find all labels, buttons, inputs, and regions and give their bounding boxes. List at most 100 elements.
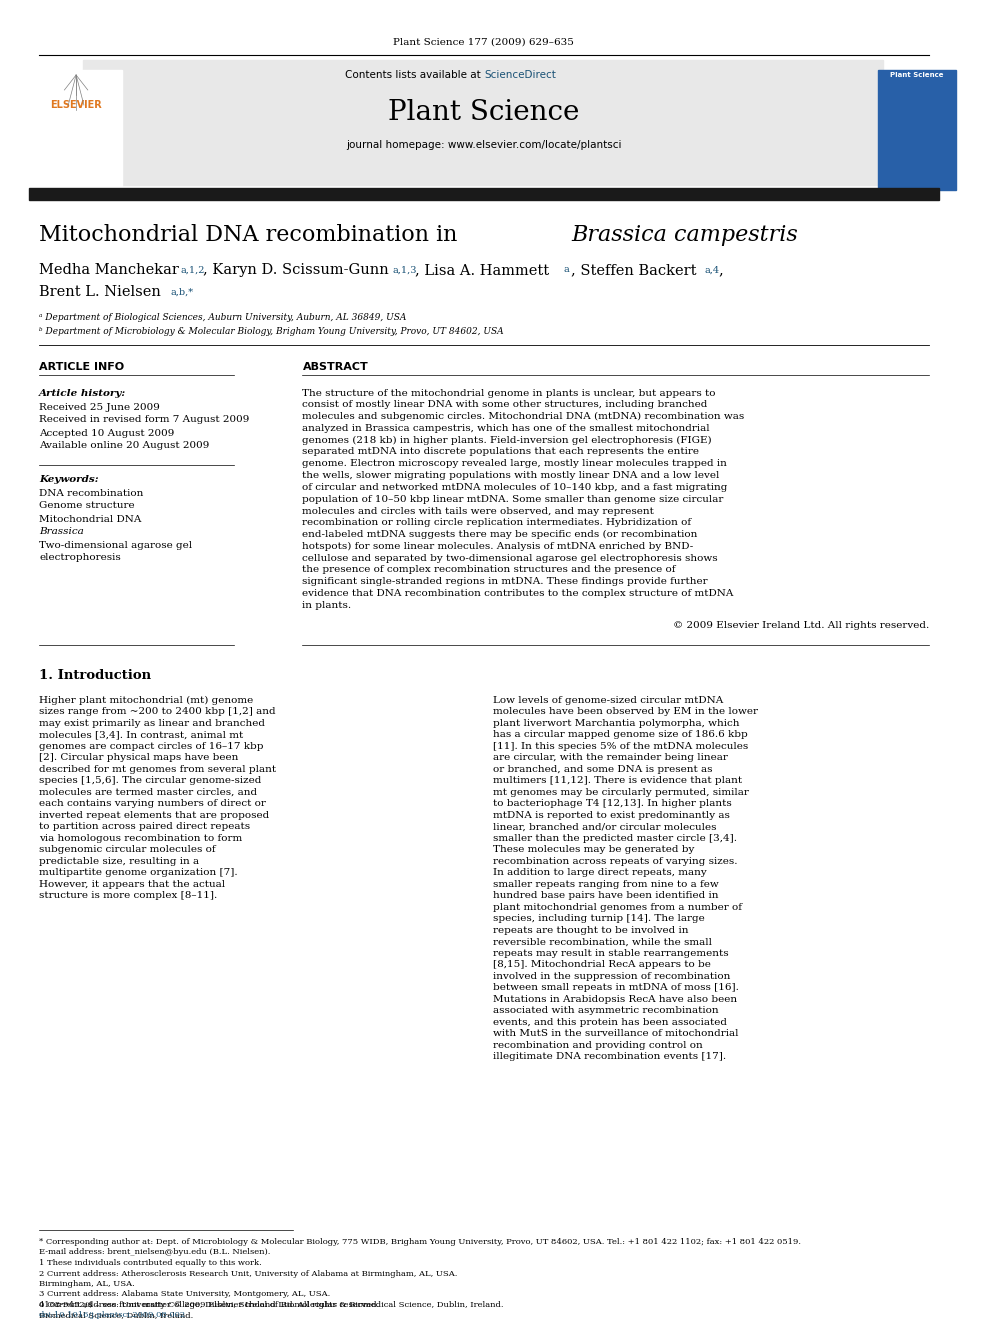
Text: Medha Manchekar: Medha Manchekar: [39, 263, 179, 277]
Text: a,1,2: a,1,2: [181, 266, 205, 274]
Text: Birmingham, AL, USA.: Birmingham, AL, USA.: [39, 1279, 135, 1289]
Text: has a circular mapped genome size of 186.6 kbp: has a circular mapped genome size of 186…: [493, 730, 747, 740]
Text: recombination across repeats of varying sizes.: recombination across repeats of varying …: [493, 857, 737, 865]
Text: a,b,*: a,b,*: [171, 287, 193, 296]
Text: end-labeled mtDNA suggests there may be specific ends (or recombination: end-labeled mtDNA suggests there may be …: [303, 531, 697, 540]
Text: E-mail address: brent_nielsen@byu.edu (B.L. Nielsen).: E-mail address: brent_nielsen@byu.edu (B…: [39, 1249, 271, 1257]
Text: repeats are thought to be involved in: repeats are thought to be involved in: [493, 926, 688, 935]
Text: the wells, slower migrating populations with mostly linear DNA and a low level: the wells, slower migrating populations …: [303, 471, 720, 480]
Text: hotspots) for some linear molecules. Analysis of mtDNA enriched by BND-: hotspots) for some linear molecules. Ana…: [303, 542, 693, 550]
Text: Keywords:: Keywords:: [39, 475, 98, 483]
Text: Mutations in Arabidopsis RecA have also been: Mutations in Arabidopsis RecA have also …: [493, 995, 737, 1004]
Text: [2]. Circular physical maps have been: [2]. Circular physical maps have been: [39, 753, 238, 762]
Text: described for mt genomes from several plant: described for mt genomes from several pl…: [39, 765, 276, 774]
Text: genomes (218 kb) in higher plants. Field-inversion gel electrophoresis (FIGE): genomes (218 kb) in higher plants. Field…: [303, 435, 712, 445]
Text: 1 These individuals contributed equally to this work.: 1 These individuals contributed equally …: [39, 1259, 262, 1267]
Text: ScienceDirect: ScienceDirect: [484, 70, 556, 79]
Text: of circular and networked mtDNA molecules of 10–140 kbp, and a fast migrating: of circular and networked mtDNA molecule…: [303, 483, 728, 492]
Text: DNA recombination: DNA recombination: [39, 488, 144, 497]
Text: with MutS in the surveillance of mitochondrial: with MutS in the surveillance of mitocho…: [493, 1029, 738, 1039]
Text: , Karyn D. Scissum-Gunn: , Karyn D. Scissum-Gunn: [203, 263, 389, 277]
Text: repeats may result in stable rearrangements: repeats may result in stable rearrangeme…: [493, 949, 728, 958]
Text: a: a: [563, 266, 569, 274]
Text: molecules and subgenomic circles. Mitochondrial DNA (mtDNA) recombination was: molecules and subgenomic circles. Mitoch…: [303, 411, 745, 421]
Text: inverted repeat elements that are proposed: inverted repeat elements that are propos…: [39, 811, 269, 820]
Text: However, it appears that the actual: However, it appears that the actual: [39, 880, 225, 889]
Text: cellulose and separated by two-dimensional agarose gel electrophoresis shows: cellulose and separated by two-dimension…: [303, 554, 718, 562]
Bar: [878, 70, 956, 191]
Text: linear, branched and/or circular molecules: linear, branched and/or circular molecul…: [493, 822, 716, 831]
Text: doi:10.1016/j.plantsci.2009.08.002: doi:10.1016/j.plantsci.2009.08.002: [39, 1311, 186, 1319]
Text: ᵇ Department of Microbiology & Molecular Biology, Brigham Young University, Prov: ᵇ Department of Microbiology & Molecular…: [39, 328, 504, 336]
Text: genomes are compact circles of 16–17 kbp: genomes are compact circles of 16–17 kbp: [39, 742, 264, 750]
Text: the presence of complex recombination structures and the presence of: the presence of complex recombination st…: [303, 565, 676, 574]
Text: ᵃ Department of Biological Sciences, Auburn University, Auburn, AL 36849, USA: ᵃ Department of Biological Sciences, Aub…: [39, 314, 407, 323]
Text: ,: ,: [718, 263, 723, 277]
Text: , Steffen Backert: , Steffen Backert: [570, 263, 696, 277]
Text: The structure of the mitochondrial genome in plants is unclear, but appears to: The structure of the mitochondrial genom…: [303, 389, 716, 397]
Text: molecules [3,4]. In contrast, animal mt: molecules [3,4]. In contrast, animal mt: [39, 730, 243, 740]
Text: [8,15]. Mitochondrial RecA appears to be: [8,15]. Mitochondrial RecA appears to be: [493, 960, 710, 970]
Text: species [1,5,6]. The circular genome-sized: species [1,5,6]. The circular genome-siz…: [39, 777, 262, 785]
Text: multimers [11,12]. There is evidence that plant: multimers [11,12]. There is evidence tha…: [493, 777, 742, 785]
Text: ELSEVIER: ELSEVIER: [51, 101, 102, 110]
Text: each contains varying numbers of direct or: each contains varying numbers of direct …: [39, 799, 266, 808]
Text: mtDNA is reported to exist predominantly as: mtDNA is reported to exist predominantly…: [493, 811, 729, 820]
Text: smaller repeats ranging from nine to a few: smaller repeats ranging from nine to a f…: [493, 880, 718, 889]
Text: genome. Electron microscopy revealed large, mostly linear molecules trapped in: genome. Electron microscopy revealed lar…: [303, 459, 727, 468]
Text: Higher plant mitochondrial (mt) genome: Higher plant mitochondrial (mt) genome: [39, 696, 253, 705]
Text: Mitochondrial DNA recombination in: Mitochondrial DNA recombination in: [39, 224, 464, 246]
Text: population of 10–50 kbp linear mtDNA. Some smaller than genome size circular: population of 10–50 kbp linear mtDNA. So…: [303, 495, 724, 504]
Text: journal homepage: www.elsevier.com/locate/plantsci: journal homepage: www.elsevier.com/locat…: [346, 140, 622, 149]
Text: to bacteriophage T4 [12,13]. In higher plants: to bacteriophage T4 [12,13]. In higher p…: [493, 799, 731, 808]
Text: Brassica campestris: Brassica campestris: [571, 224, 799, 246]
Text: smaller than the predicted master circle [3,4].: smaller than the predicted master circle…: [493, 833, 737, 843]
Text: plant mitochondrial genomes from a number of: plant mitochondrial genomes from a numbe…: [493, 902, 742, 912]
Text: , Lisa A. Hammett: , Lisa A. Hammett: [415, 263, 549, 277]
Text: hundred base pairs have been identified in: hundred base pairs have been identified …: [493, 892, 718, 900]
Text: [11]. In this species 5% of the mtDNA molecules: [11]. In this species 5% of the mtDNA mo…: [493, 742, 748, 750]
Bar: [30, 188, 938, 200]
Text: Brent L. Nielsen: Brent L. Nielsen: [39, 284, 161, 299]
Text: structure is more complex [8–11].: structure is more complex [8–11].: [39, 892, 217, 900]
Text: Received in revised form 7 August 2009: Received in revised form 7 August 2009: [39, 415, 249, 425]
Text: molecules and circles with tails were observed, and may represent: molecules and circles with tails were ob…: [303, 507, 655, 516]
Text: involved in the suppression of recombination: involved in the suppression of recombina…: [493, 971, 730, 980]
Text: separated mtDNA into discrete populations that each represents the entire: separated mtDNA into discrete population…: [303, 447, 699, 456]
Text: 3 Current address: Alabama State University, Montgomery, AL, USA.: 3 Current address: Alabama State Univers…: [39, 1290, 330, 1298]
Text: are circular, with the remainder being linear: are circular, with the remainder being l…: [493, 753, 727, 762]
Text: associated with asymmetric recombination: associated with asymmetric recombination: [493, 1007, 718, 1015]
Text: Article history:: Article history:: [39, 389, 126, 397]
Text: © 2009 Elsevier Ireland Ltd. All rights reserved.: © 2009 Elsevier Ireland Ltd. All rights …: [673, 620, 929, 630]
Text: molecules have been observed by EM in the lower: molecules have been observed by EM in th…: [493, 708, 758, 716]
Text: Contents lists available at: Contents lists available at: [345, 70, 484, 79]
Text: subgenomic circular molecules of: subgenomic circular molecules of: [39, 845, 215, 855]
Text: Plant Science: Plant Science: [890, 71, 943, 78]
Text: In addition to large direct repeats, many: In addition to large direct repeats, man…: [493, 868, 706, 877]
Text: Accepted 10 August 2009: Accepted 10 August 2009: [39, 429, 175, 438]
Bar: [83, 60, 883, 185]
Text: to partition across paired direct repeats: to partition across paired direct repeat…: [39, 822, 250, 831]
Text: molecules are termed master circles, and: molecules are termed master circles, and: [39, 787, 257, 796]
Text: recombination and providing control on: recombination and providing control on: [493, 1041, 702, 1049]
Text: illegitimate DNA recombination events [17].: illegitimate DNA recombination events [1…: [493, 1052, 726, 1061]
Bar: [30, 70, 122, 191]
Text: evidence that DNA recombination contributes to the complex structure of mtDNA: evidence that DNA recombination contribu…: [303, 589, 734, 598]
Text: Mitochondrial DNA: Mitochondrial DNA: [39, 515, 142, 524]
Text: 1. Introduction: 1. Introduction: [39, 668, 151, 681]
Text: electrophoresis: electrophoresis: [39, 553, 121, 562]
Text: recombination or rolling circle replication intermediates. Hybridization of: recombination or rolling circle replicat…: [303, 519, 691, 528]
Text: 4 Current address: University College, Dublin, School of Biomolecular & Biomedic: 4 Current address: University College, D…: [39, 1301, 504, 1308]
Text: or branched, and some DNA is present as: or branched, and some DNA is present as: [493, 765, 712, 774]
Text: ARTICLE INFO: ARTICLE INFO: [39, 363, 124, 372]
Text: a,4: a,4: [704, 266, 719, 274]
Text: species, including turnip [14]. The large: species, including turnip [14]. The larg…: [493, 914, 704, 923]
Text: Biomedical Science, Dublin, Ireland.: Biomedical Science, Dublin, Ireland.: [39, 1311, 193, 1319]
Text: Available online 20 August 2009: Available online 20 August 2009: [39, 442, 209, 451]
Text: a,1,3: a,1,3: [392, 266, 417, 274]
Text: Low levels of genome-sized circular mtDNA: Low levels of genome-sized circular mtDN…: [493, 696, 723, 705]
Text: Brassica: Brassica: [39, 528, 83, 537]
Text: These molecules may be generated by: These molecules may be generated by: [493, 845, 694, 855]
Text: plant liverwort Marchantia polymorpha, which: plant liverwort Marchantia polymorpha, w…: [493, 718, 739, 728]
Text: 2 Current address: Atherosclerosis Research Unit, University of Alabama at Birmi: 2 Current address: Atherosclerosis Resea…: [39, 1270, 457, 1278]
